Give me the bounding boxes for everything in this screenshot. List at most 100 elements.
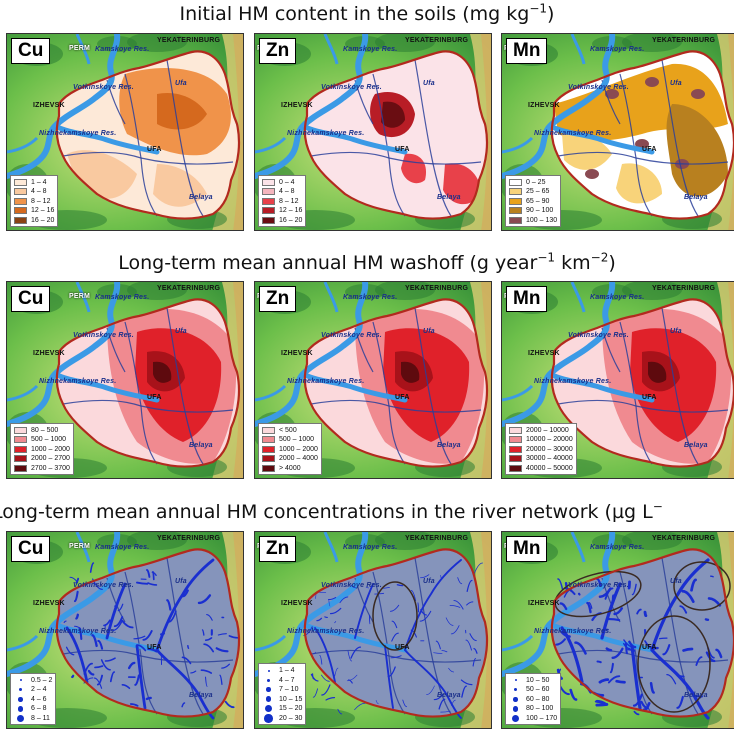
legend-label: 1000 – 2000 xyxy=(279,446,318,453)
legend-label: 15 – 20 xyxy=(279,705,302,712)
legend-dot xyxy=(20,679,22,681)
legend-label: 6 – 8 xyxy=(31,705,47,712)
river-segment xyxy=(72,676,73,677)
map-legend: 0.5 – 22 – 44 – 66 – 88 – 11 xyxy=(10,673,56,726)
legend-label: 100 – 130 xyxy=(526,217,557,224)
legend-item: 80 – 100 xyxy=(509,704,557,714)
legend-swatch xyxy=(509,198,522,205)
place-label-perm: PERM xyxy=(69,543,90,550)
legend-label: 2 – 4 xyxy=(31,686,47,693)
river-segment xyxy=(188,646,189,648)
place-label-nizhnekamskoye: Nizhnekamskoye Res. xyxy=(534,378,611,385)
legend-dot xyxy=(268,670,270,672)
legend-item: 20 – 30 xyxy=(262,714,302,724)
legend-label: 20000 – 30000 xyxy=(526,446,573,453)
legend-item: 0.5 – 2 xyxy=(14,676,52,686)
legend-swatch xyxy=(262,217,275,224)
place-label-izhevsk: IZHEVSK xyxy=(281,102,313,109)
place-label-nizhnekamskoye: Nizhnekamskoye Res. xyxy=(39,628,116,635)
legend-item: 1 – 4 xyxy=(262,666,302,676)
map-legend: 0 – 44 – 88 – 12 12 – 16 16 – 20 xyxy=(258,175,306,228)
place-label-yekaterinburg: YEKATERINBURG xyxy=(652,535,715,542)
place-label-ufa-river: Ufa xyxy=(423,328,435,335)
legend-swatch xyxy=(262,436,275,443)
legend-label: 1 – 4 xyxy=(31,179,47,186)
place-label-nizhnekamskoye: Nizhnekamskoye Res. xyxy=(39,130,116,137)
legend-swatch xyxy=(14,217,27,224)
place-label-ufa: UFA xyxy=(642,644,657,651)
legend-item: 500 – 1000 xyxy=(262,435,318,445)
legend-dot xyxy=(265,705,272,712)
river-segment xyxy=(626,644,627,654)
place-label-ufa-river: Ufa xyxy=(423,578,435,585)
legend-label: 4 – 8 xyxy=(31,188,47,195)
map-panel-soil-cu: PERM YEKATERINBURG Kamskoye Res. Votkinskoy… xyxy=(6,33,244,231)
map-legend: 1 – 44 – 77 – 10 10 – 15 15 – 20 20 – 30 xyxy=(258,663,306,725)
class-region xyxy=(585,169,599,179)
legend-label: 0 – 4 xyxy=(279,179,295,186)
legend-label: 80 – 500 xyxy=(31,427,58,434)
legend-item: 2000 – 4000 xyxy=(262,454,318,464)
legend-label: 0 – 25 xyxy=(526,179,545,186)
legend-swatch xyxy=(14,446,27,453)
legend-item: 1 – 4 xyxy=(14,178,54,188)
legend-label: 2000 – 10000 xyxy=(526,427,569,434)
legend-label: 2000 – 4000 xyxy=(279,455,318,462)
map-panel-washoff-cu: PERM YEKATERINBURG Kamskoye Res. Votkinskoy… xyxy=(6,281,244,479)
metal-label: Mn xyxy=(506,536,547,562)
legend-item: 4 – 8 xyxy=(262,187,302,197)
place-label-perm: PERM xyxy=(69,293,90,300)
legend-label: 30000 – 40000 xyxy=(526,455,573,462)
legend-item: 50 – 60 xyxy=(509,685,557,695)
place-label-belaya: Belaya xyxy=(437,442,461,449)
legend-label: 12 – 16 xyxy=(279,207,302,214)
legend-swatch xyxy=(262,427,275,434)
place-label-yekaterinburg: YEKATERINBURG xyxy=(405,37,468,44)
legend-item: 2000 – 2700 xyxy=(14,454,70,464)
legend-item: 80 – 500 xyxy=(14,426,70,436)
metal-label: Zn xyxy=(259,286,296,312)
metal-label: Zn xyxy=(259,38,296,64)
legend-dot xyxy=(512,715,519,722)
metal-label: Mn xyxy=(506,38,547,64)
legend-swatch xyxy=(509,207,522,214)
place-label-yekaterinburg: YEKATERINBURG xyxy=(157,535,220,542)
river-segment xyxy=(153,572,154,580)
legend-label: 10 – 50 xyxy=(526,677,549,684)
legend-item: 60 – 80 xyxy=(509,695,557,705)
legend-label: 1 – 4 xyxy=(279,667,295,674)
legend-swatch xyxy=(14,455,27,462)
legend-swatch xyxy=(509,455,522,462)
map-legend: 10 – 50 50 – 60 60 – 80 80 – 100 100 – 170 xyxy=(505,673,561,726)
place-label-ufa-river: Ufa xyxy=(175,328,187,335)
legend-label: 2000 – 2700 xyxy=(31,455,70,462)
legend-label: > 4000 xyxy=(279,465,301,472)
class-region xyxy=(645,77,659,87)
place-label-kamskoye: Kamskoye Res. xyxy=(590,46,644,53)
place-label-izhevsk: IZHEVSK xyxy=(528,600,560,607)
legend-dot xyxy=(514,688,517,691)
map-legend: 1 – 44 – 88 – 12 12 – 16 16 – 20 xyxy=(10,175,58,228)
place-label-ufa: UFA xyxy=(642,146,657,153)
legend-label: 500 – 1000 xyxy=(31,436,66,443)
place-label-belaya: Belaya xyxy=(684,692,708,699)
river-segment xyxy=(617,681,625,682)
legend-item: 30000 – 40000 xyxy=(509,454,573,464)
place-label-nizhnekamskoye: Nizhnekamskoye Res. xyxy=(287,628,364,635)
legend-item: 65 – 90 xyxy=(509,197,557,207)
legend-label: 20 – 30 xyxy=(279,715,302,722)
place-label-yekaterinburg: YEKATERINBURG xyxy=(652,37,715,44)
legend-item: 15 – 20 xyxy=(262,704,302,714)
place-label-izhevsk: IZHEVSK xyxy=(281,350,313,357)
legend-item: 25 – 65 xyxy=(509,187,557,197)
row-title-soils: Initial HM content in the soils (mg kg−1… xyxy=(0,1,734,27)
legend-item: 6 – 8 xyxy=(14,704,52,714)
legend-label: 60 – 80 xyxy=(526,696,549,703)
place-label-votkinskoye: Votkinskoye Res. xyxy=(321,84,382,91)
legend-label: 90 – 100 xyxy=(526,207,553,214)
place-label-votkinskoye: Votkinskoye Res. xyxy=(321,332,382,339)
place-label-izhevsk: IZHEVSK xyxy=(528,102,560,109)
river-segment xyxy=(711,576,714,577)
place-label-ufa-river: Ufa xyxy=(175,578,187,585)
